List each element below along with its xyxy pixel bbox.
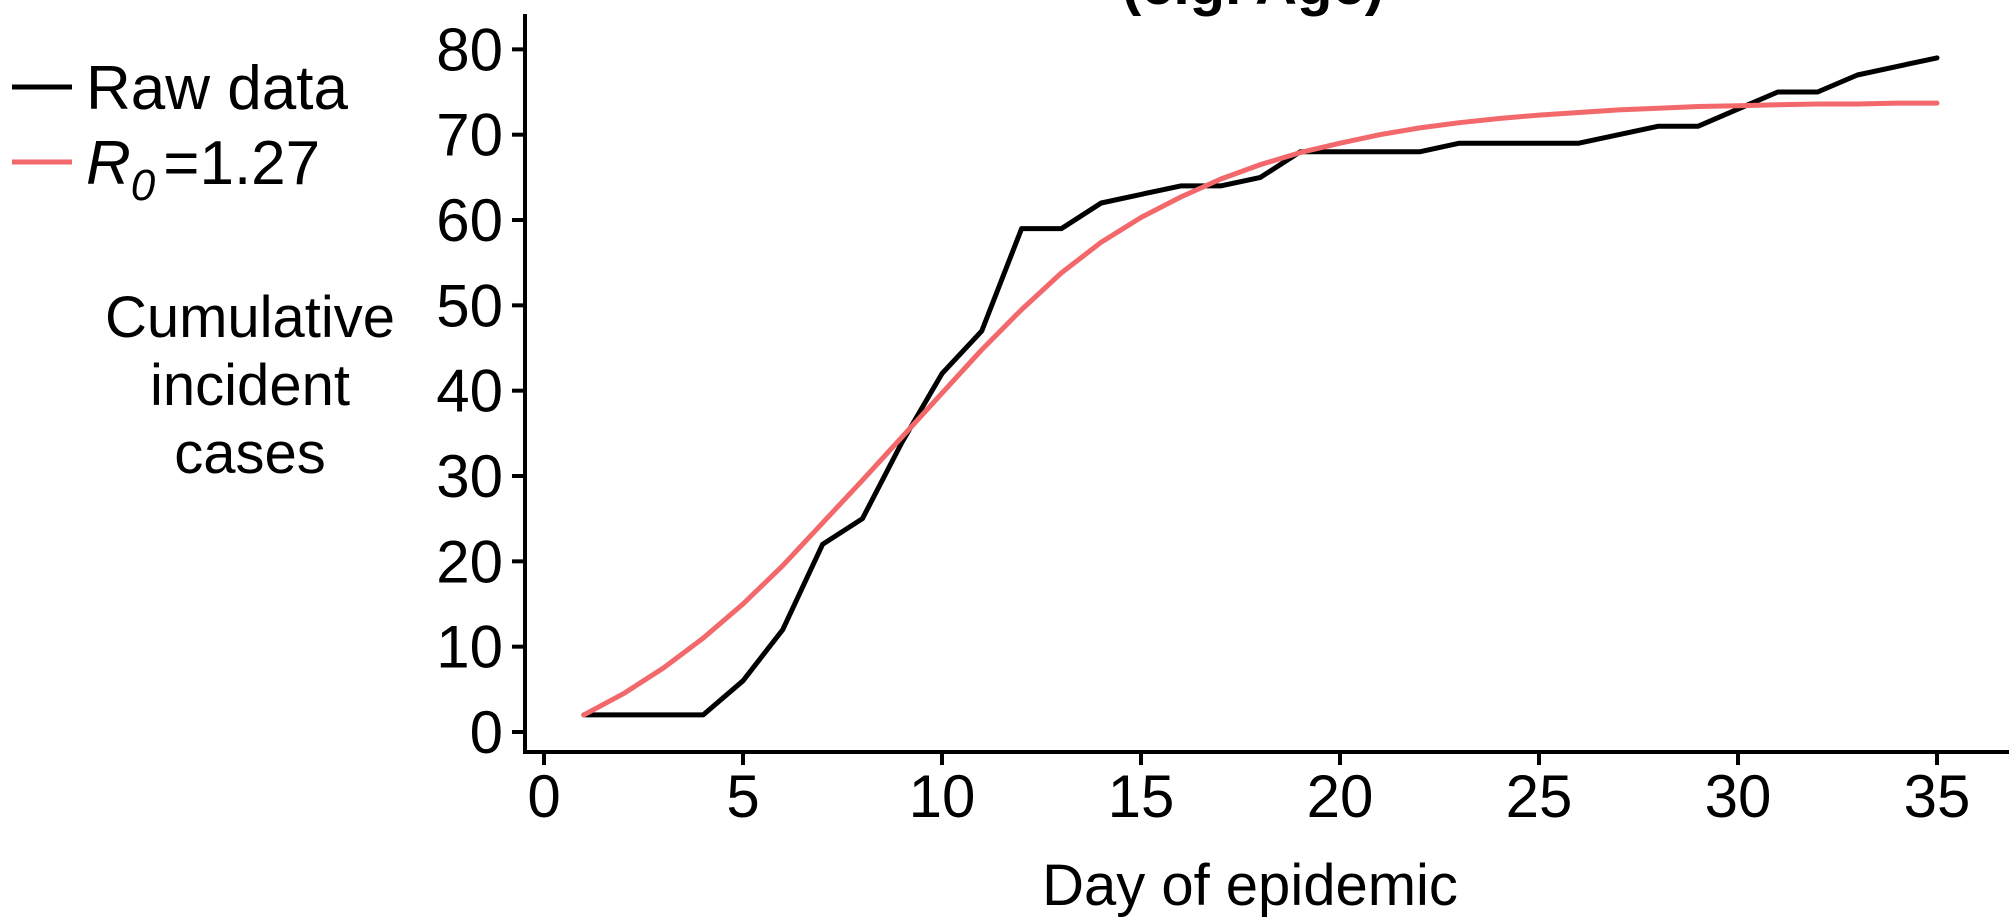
x-tick-label: 10 [909, 763, 976, 830]
y-tick-label: 80 [436, 16, 503, 83]
y-axis-title-line-3: cases [174, 421, 326, 486]
y-axis-title-line-1: Cumulative [105, 285, 395, 350]
series-line-raw-data [581, 55, 1940, 718]
x-tick-label: 20 [1307, 763, 1374, 830]
y-axis-title-line-2: incident [150, 353, 350, 418]
y-axis-title: Cumulative incident cases [105, 285, 395, 486]
x-tick-label: 0 [527, 763, 560, 830]
x-tick-label: 15 [1108, 763, 1175, 830]
y-tick-label: 70 [436, 102, 503, 169]
legend-r-symbol: R [86, 129, 131, 198]
chart-title-text: (e.g. Age) [1122, 0, 1384, 17]
legend-label-raw-data: Raw data [86, 54, 348, 123]
legend-r-subscript: 0 [131, 161, 156, 210]
y-tick-label: 60 [436, 187, 503, 254]
x-tick-label: 25 [1506, 763, 1573, 830]
y-tick-label: 0 [470, 699, 503, 766]
x-tick-label: 30 [1705, 763, 1772, 830]
y-tick-label: 40 [436, 358, 503, 425]
chart-title: (e.g. Age) [1122, 0, 1384, 17]
y-ticks: 0 10 20 30 40 50 60 70 80 [436, 16, 525, 766]
x-tick-label: 5 [726, 763, 759, 830]
legend: Raw data R0 =1.27 [12, 54, 348, 210]
series-line-r0-fit [581, 100, 1940, 718]
x-ticks: 0 5 10 15 20 25 30 35 [527, 752, 1970, 830]
y-tick-label: 50 [436, 272, 503, 339]
x-axis-title: Day of epidemic [1042, 853, 1458, 918]
y-tick-label: 30 [436, 443, 503, 510]
y-tick-label: 20 [436, 528, 503, 595]
y-tick-label: 10 [436, 614, 503, 681]
legend-r-value: =1.27 [163, 129, 320, 198]
legend-label-r0: R0 =1.27 [86, 129, 320, 210]
axes [523, 14, 2009, 754]
x-tick-label: 35 [1904, 763, 1971, 830]
series-layer [581, 55, 1940, 718]
